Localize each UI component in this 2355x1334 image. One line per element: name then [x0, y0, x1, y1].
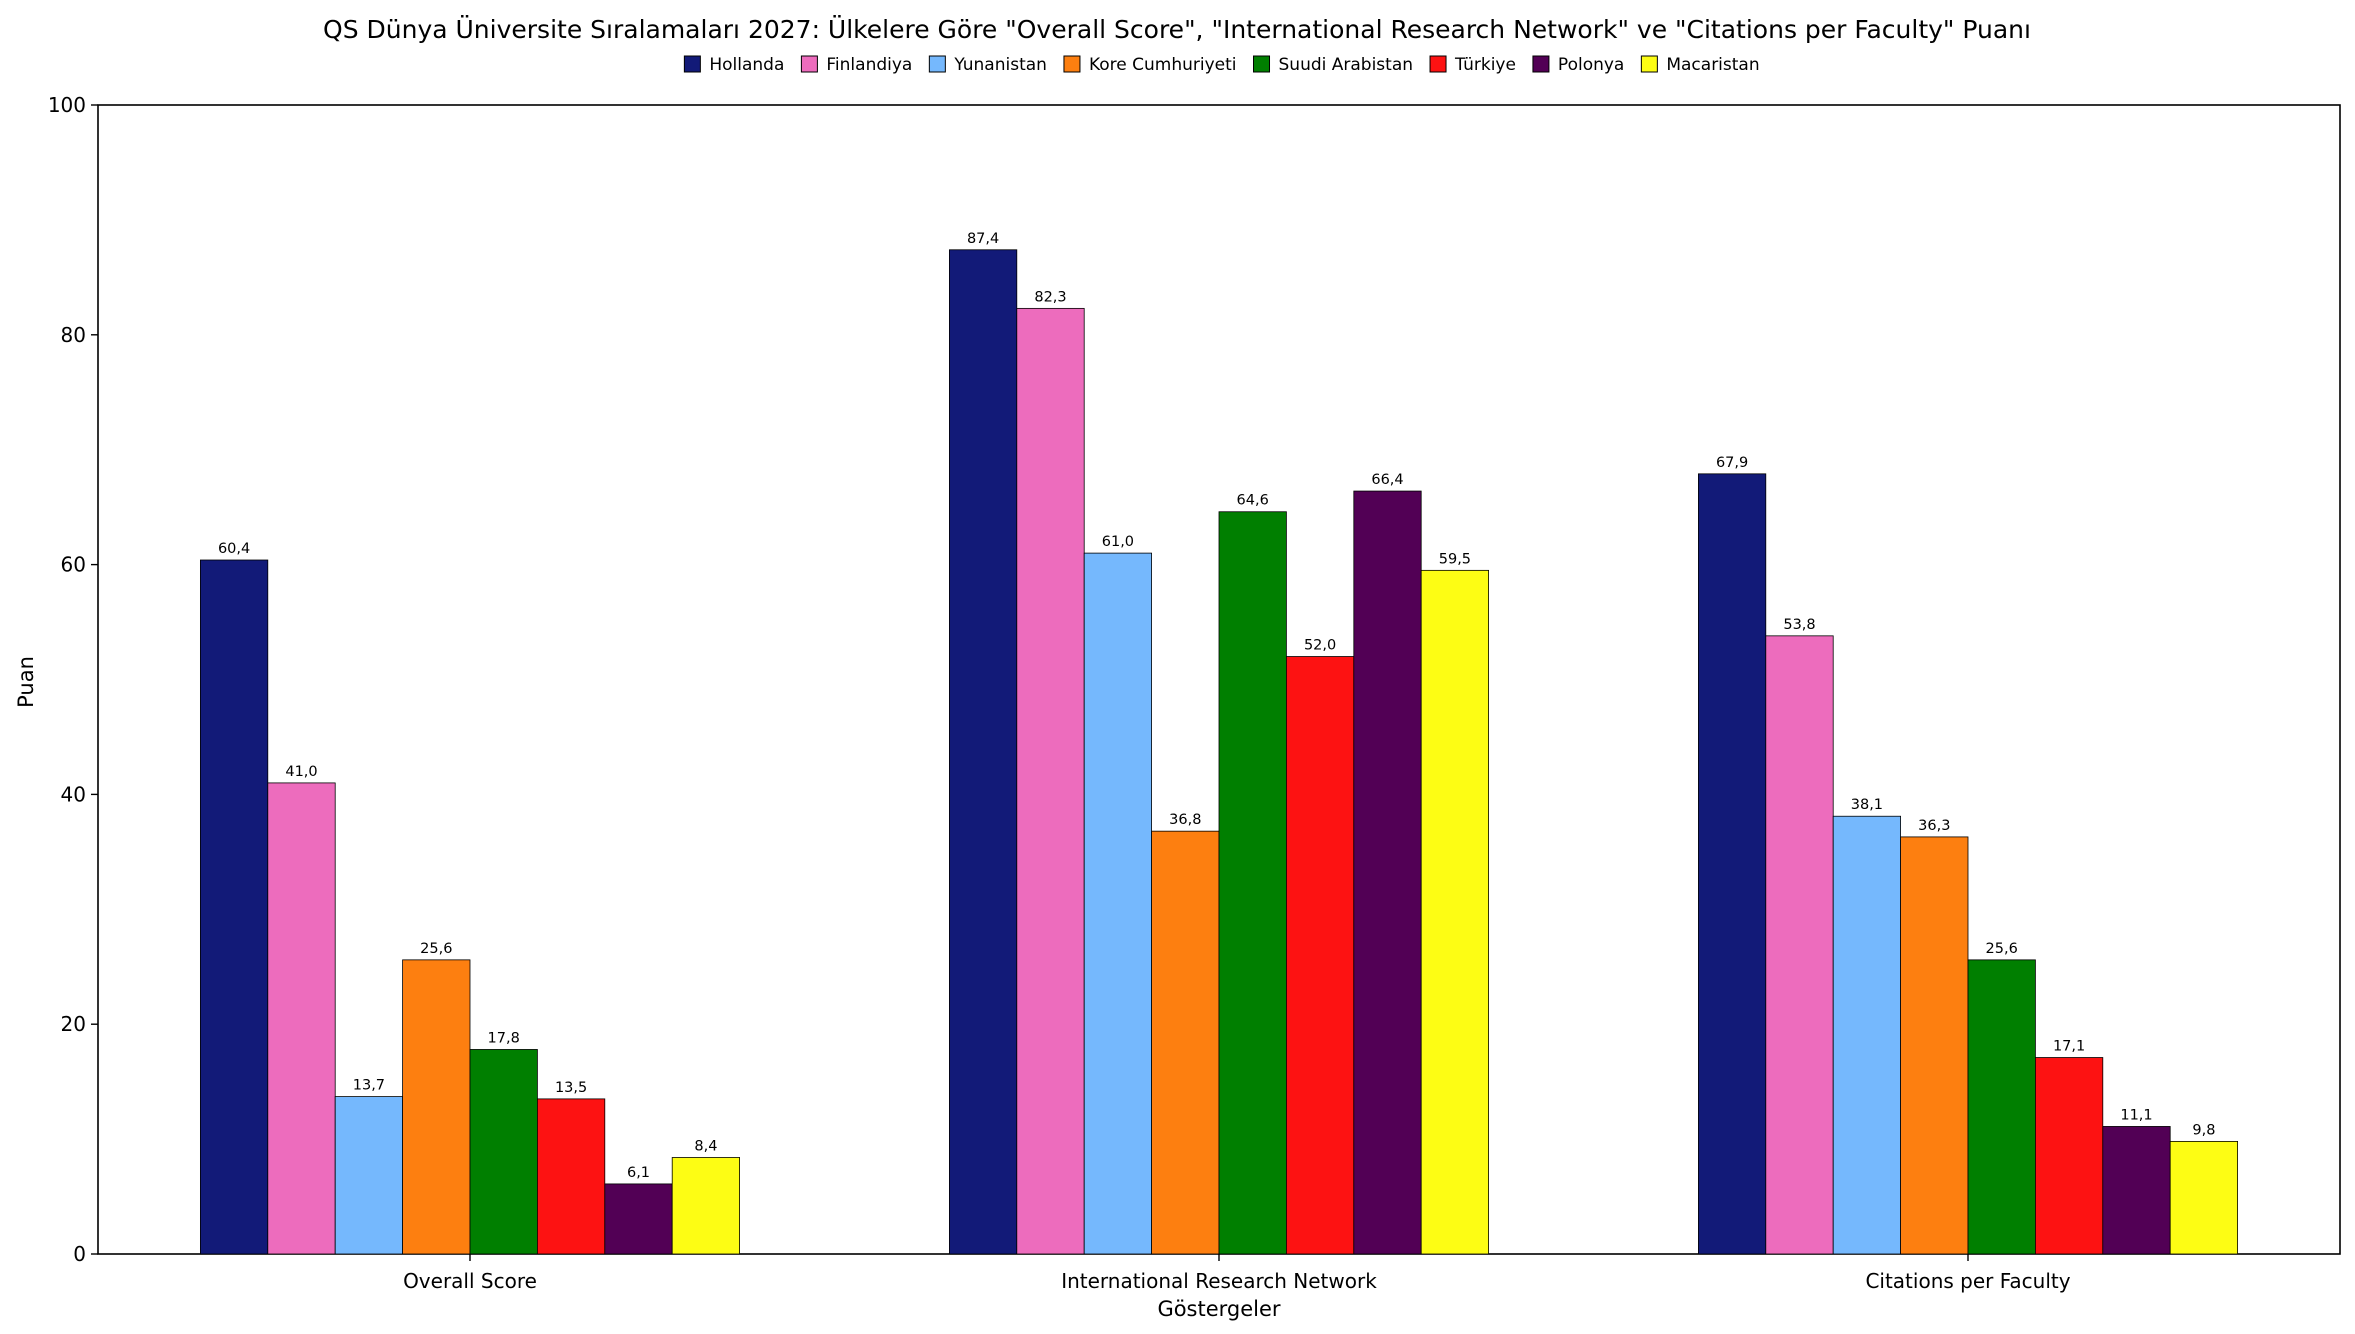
x-axis-label: Göstergeler [1157, 1297, 1280, 1321]
bar [1286, 656, 1355, 1255]
legend: Hollanda Finlandiya Yunanistan Kore Cumhuri… [683, 55, 1760, 75]
bar [1420, 569, 1489, 1255]
data-label: 25,6 [420, 941, 452, 957]
legend-label: Yunanistan [953, 55, 1047, 75]
legend-label: Hollanda [709, 55, 784, 75]
bar [267, 782, 336, 1255]
data-label: 17,8 [488, 1030, 520, 1046]
data-label: 9,8 [2192, 1122, 2215, 1138]
y-tick-label: 40 [61, 782, 86, 806]
bar [2035, 1057, 2104, 1255]
bar [671, 1157, 741, 1255]
legend-label: Kore Cumhuriyeti [1089, 55, 1237, 75]
legend-swatch [1640, 55, 1658, 73]
data-label: 67,9 [1716, 455, 1748, 471]
y-axis-label: Puan [14, 656, 38, 708]
legend-swatch [1253, 55, 1271, 73]
bar [949, 249, 1018, 1255]
legend-swatch [800, 55, 818, 73]
data-label: 36,3 [1918, 818, 1950, 834]
plot-area: 0 20 40 60 80 100 Overall Score 60,4 41,0 13,7 25,… [48, 93, 2341, 1293]
x-tick-label: Citations per Faculty [1865, 1269, 2070, 1293]
data-label: 60,4 [218, 541, 250, 557]
chart-title: QS Dünya Üniversite Sıralamaları 2027: Ü… [323, 15, 2031, 44]
bar [537, 1098, 606, 1255]
data-label: 25,6 [1986, 941, 2018, 957]
bar [402, 959, 471, 1255]
legend-swatch [1429, 55, 1447, 73]
data-label: 13,7 [353, 1078, 385, 1094]
y-tick-label: 20 [61, 1012, 86, 1036]
bar [1218, 511, 1287, 1255]
bar [1832, 815, 1901, 1255]
legend-swatch [1063, 55, 1081, 73]
y-tick-label: 0 [73, 1242, 86, 1266]
legend-label: Polonya [1558, 55, 1624, 75]
data-label: 8,4 [694, 1138, 717, 1154]
legend-label: Türkiye [1454, 55, 1516, 75]
bar [604, 1183, 673, 1255]
bar [1083, 552, 1152, 1255]
y-tick-label: 100 [48, 93, 86, 117]
x-tick-label: International Research Network [1061, 1269, 1377, 1293]
bar [469, 1049, 538, 1255]
bar [1967, 959, 2036, 1255]
data-label: 52,0 [1304, 638, 1336, 654]
data-label: 38,1 [1851, 797, 1883, 813]
data-label: 87,4 [967, 231, 999, 247]
bar [334, 1096, 404, 1255]
data-label: 61,0 [1102, 534, 1134, 550]
data-label: 66,4 [1371, 472, 1403, 488]
data-label: 59,5 [1439, 551, 1471, 567]
data-label: 64,6 [1237, 493, 1269, 509]
bar [1353, 490, 1422, 1255]
data-label: 11,1 [2120, 1107, 2152, 1123]
bar [1151, 830, 1220, 1255]
data-label: 53,8 [1783, 617, 1815, 633]
data-label: 13,5 [555, 1080, 587, 1096]
bar [2169, 1140, 2238, 1255]
legend-swatch [928, 55, 946, 73]
y-tick-label: 60 [61, 553, 86, 577]
data-label: 82,3 [1034, 289, 1066, 305]
x-tick-label: Overall Score [403, 1269, 537, 1293]
legend-label: Macaristan [1666, 55, 1759, 75]
bar [199, 559, 269, 1255]
legend-swatch [1532, 55, 1550, 73]
bar [1016, 307, 1085, 1255]
bar [1698, 473, 1767, 1255]
legend-label: Suudi Arabistan [1279, 55, 1414, 75]
legend-swatch [683, 55, 701, 73]
data-label: 36,8 [1169, 812, 1201, 828]
legend-label: Finlandiya [826, 55, 912, 75]
y-tick-label: 80 [61, 323, 86, 347]
bar [1765, 635, 1834, 1255]
data-label: 17,1 [2053, 1039, 2085, 1055]
data-label: 41,0 [285, 764, 317, 780]
bar [1900, 836, 1969, 1255]
data-label: 6,1 [627, 1165, 650, 1181]
bar [2102, 1126, 2171, 1255]
